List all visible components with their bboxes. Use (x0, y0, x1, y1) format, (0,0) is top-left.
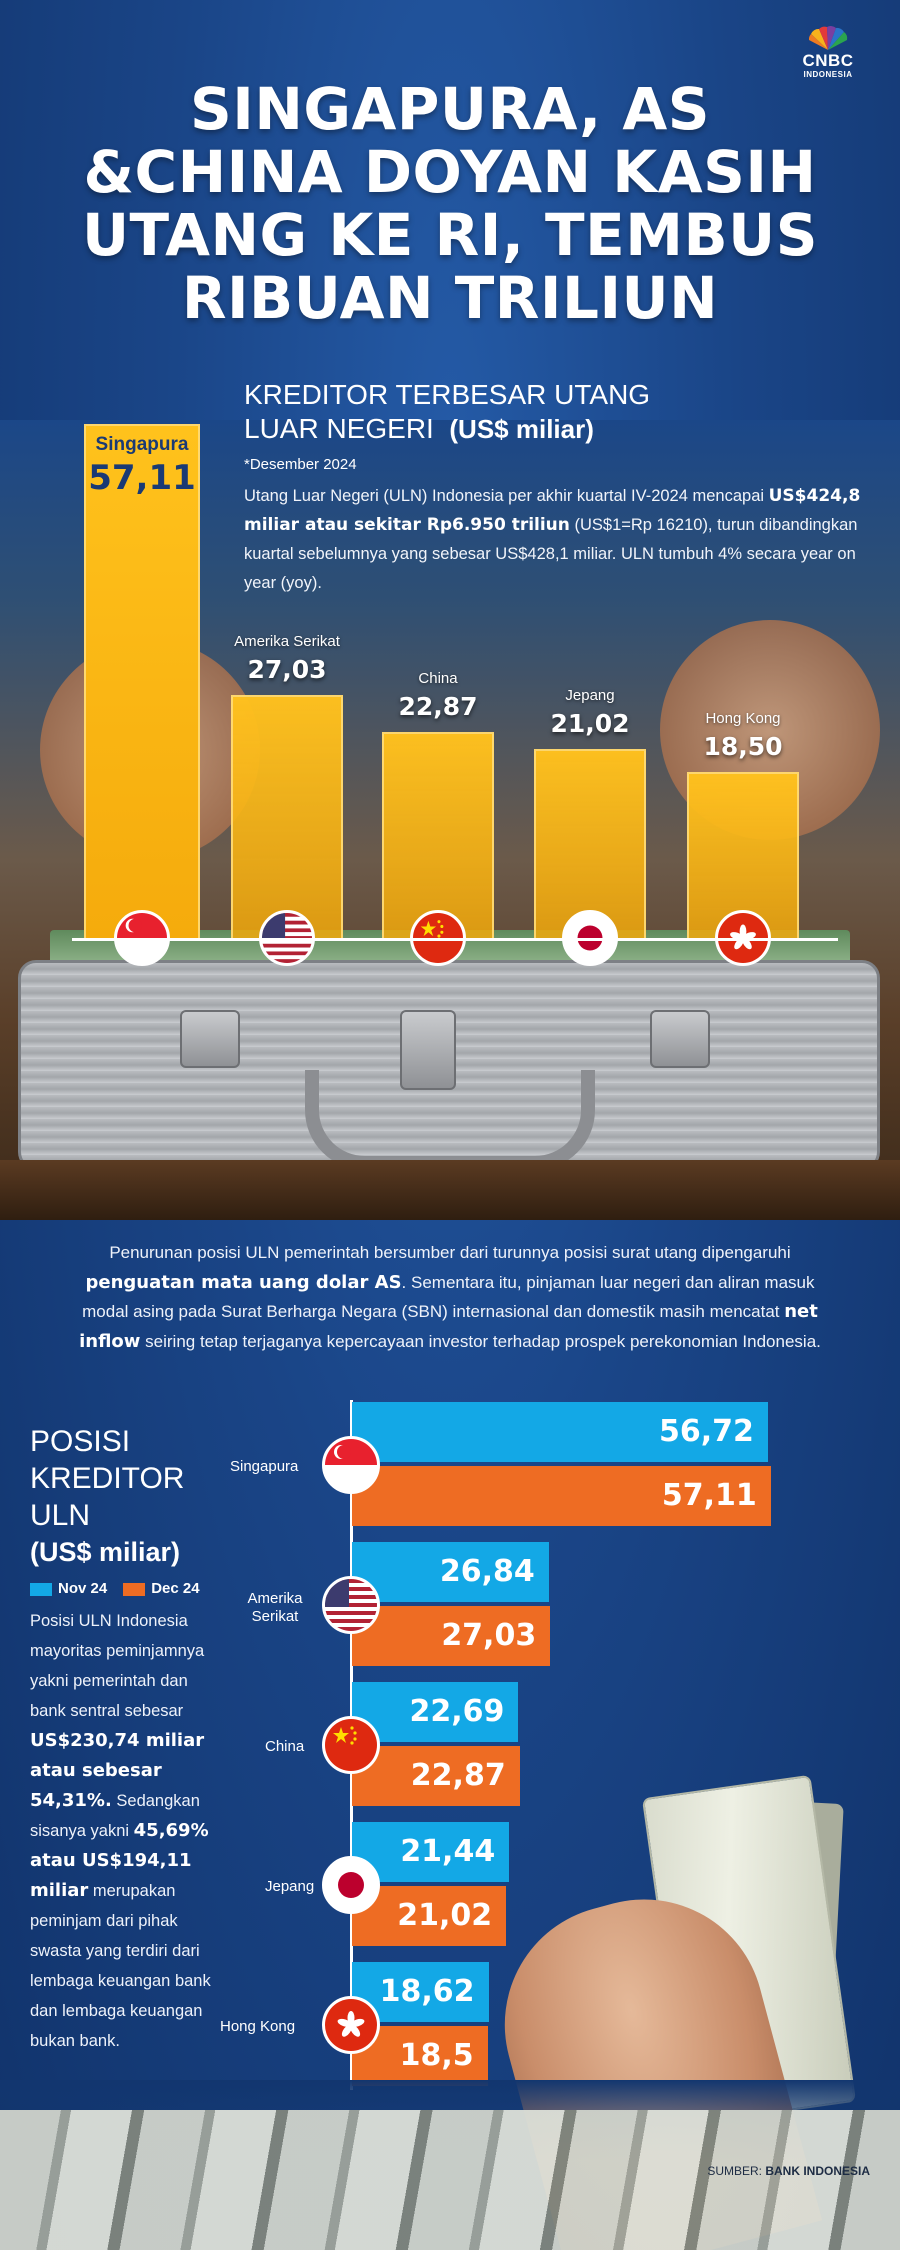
para-bold: penguatan mata uang dolar AS (85, 1271, 402, 1293)
category-label: China (265, 1738, 305, 1755)
heading-unit: (US$ miliar) (449, 414, 594, 444)
briefcase-handle-image (305, 1070, 595, 1170)
para-text: . Sementara itu, pinjaman luar negeri da… (82, 1272, 815, 1322)
bar-dec: 57,11 (352, 1466, 771, 1526)
brand-sub: INDONESIA (803, 70, 853, 79)
para-bold: 45,69% atau US$194,11 miliar (30, 1820, 209, 1901)
bottom-paragraph: Posisi ULN Indonesia mayoritas peminjamn… (30, 1606, 220, 2056)
flag-usa-icon (322, 1576, 380, 1634)
brand-name: CNBC (802, 51, 854, 70)
source-label: SUMBER: (707, 2164, 766, 2178)
latch-icon (180, 1010, 240, 1068)
para-text: merupakan peminjam dari pihak swasta yan… (30, 1882, 211, 2050)
value-label: 22,69 (409, 1694, 505, 1729)
middle-paragraph: Penurunan posisi ULN pemerintah bersumbe… (60, 1238, 840, 1356)
para-bold: US$424,8 miliar atau sekitar Rp6.950 tri… (244, 486, 861, 535)
category-label: Singapura (95, 434, 189, 455)
title-line: RIBUAN TRILIUN (181, 264, 719, 332)
date-note: *Desember 2024 (244, 456, 357, 473)
bar (534, 748, 646, 938)
bar-dec: 21,02 (352, 1886, 507, 1946)
bar-nov: 22,69 (352, 1682, 519, 1742)
peacock-icon (808, 26, 848, 50)
chart-legend: Nov 24 Dec 24 (30, 1580, 200, 1597)
para-bold: US$230,74 miliar atau sebesar 54,31%. (30, 1730, 205, 1811)
value-label: 22,87 (410, 1758, 506, 1793)
top-paragraph: Utang Luar Negeri (ULN) Indonesia per ak… (244, 482, 864, 598)
latch-icon (650, 1010, 710, 1068)
value-label: 18,50 (703, 731, 783, 761)
bar-dec: 22,87 (352, 1746, 520, 1806)
title-line: ULN (30, 1499, 91, 1532)
legend-label: Nov 24 (58, 1580, 108, 1597)
lock-icon (400, 1010, 456, 1090)
bottom-chart-title: POSISI KREDITOR ULN (US$ miliar) (30, 1423, 184, 1571)
value-label: 27,03 (441, 1618, 537, 1653)
heading-line: KREDITOR TERBESAR UTANG (244, 379, 651, 410)
flag-hong-kong-icon (322, 1996, 380, 2054)
category-label: Jepang (265, 1878, 315, 1895)
title-line: UTANG KE RI, TEMBUS (81, 201, 819, 269)
flag-china-icon (322, 1716, 380, 1774)
value-label: 21,02 (397, 1898, 493, 1933)
heading-text: LUAR NEGERI (244, 413, 434, 444)
para-text: (US$1=Rp 16210), turun dibandingkan kuar… (244, 516, 858, 592)
bar (84, 424, 200, 938)
bar (382, 732, 494, 938)
title-unit: (US$ miliar) (30, 1537, 181, 1567)
page-title: SINGAPURA, AS &CHINA DOYAN KASIH UTANG K… (30, 78, 870, 330)
legend-item-nov: Nov 24 (30, 1580, 107, 1597)
para-text: seiring tetap terjaganya kepercayaan inv… (140, 1331, 821, 1351)
value-label: 26,84 (439, 1554, 535, 1589)
para-text: Sedangkan sisanya yakni (30, 1792, 200, 1840)
category-label: Jepang (565, 686, 615, 704)
category-label: Singapura (230, 1458, 299, 1475)
value-label: 18,5 (399, 2038, 474, 2073)
value-label: 56,72 (659, 1414, 754, 1449)
wood-table-image (0, 1160, 900, 1220)
bar-nov: 21,44 (352, 1822, 510, 1882)
value-label: 27,03 (247, 654, 327, 684)
source-name: BANK INDONESIA (765, 2164, 870, 2178)
legend-item-dec: Dec 24 (123, 1580, 200, 1597)
flag-singapore-icon (322, 1436, 380, 1494)
title-line: SINGAPURA, AS (189, 75, 710, 143)
value-label: 57,11 (88, 458, 196, 498)
chart-baseline (72, 938, 838, 941)
para-text: Penurunan posisi ULN pemerintah bersumbe… (109, 1243, 791, 1262)
bar-dec: 27,03 (352, 1606, 551, 1666)
money-stacks-image (0, 2110, 900, 2250)
value-label: 21,44 (400, 1834, 496, 1869)
para-text: Posisi ULN Indonesia mayoritas peminjamn… (30, 1612, 205, 1720)
title-line: POSISI (30, 1425, 131, 1458)
bar-nov: 26,84 (352, 1542, 549, 1602)
bar-nov: 56,72 (352, 1402, 768, 1462)
category-label: Hong Kong (220, 2018, 296, 2035)
category-label: China (418, 670, 458, 688)
category-label-line: Serikat (251, 1608, 299, 1625)
legend-swatch-nov (30, 1582, 52, 1596)
category-label-line: Amerika (247, 1590, 303, 1607)
category-label: Hong Kong (705, 709, 781, 727)
para-bold: net inflow (79, 1301, 818, 1352)
para-text: Utang Luar Negeri (ULN) Indonesia per ak… (244, 487, 769, 505)
heading-line-2: LUAR NEGERI (US$ miliar) (244, 412, 650, 446)
legend-label: Dec 24 (151, 1580, 200, 1597)
value-label: 21,02 (550, 708, 630, 738)
value-label: 57,11 (661, 1478, 757, 1513)
legend-swatch-dec (123, 1582, 146, 1596)
category-label: Amerika Serikat (234, 632, 340, 650)
bar (231, 694, 343, 938)
category-label: Amerika Serikat (240, 1590, 310, 1626)
source-note: SUMBER: BANK INDONESIA (707, 2164, 870, 2178)
title-line: KREDITOR (30, 1462, 185, 1495)
flag-japan-icon (322, 1856, 380, 1914)
top-chart-heading: KREDITOR TERBESAR UTANG LUAR NEGERI (US$… (244, 378, 650, 446)
value-label: 22,87 (398, 692, 478, 722)
title-line: &CHINA DOYAN KASIH (83, 138, 817, 206)
value-label: 18,62 (379, 1974, 475, 2009)
cnbc-logo: CNBC INDONESIA (792, 26, 864, 79)
